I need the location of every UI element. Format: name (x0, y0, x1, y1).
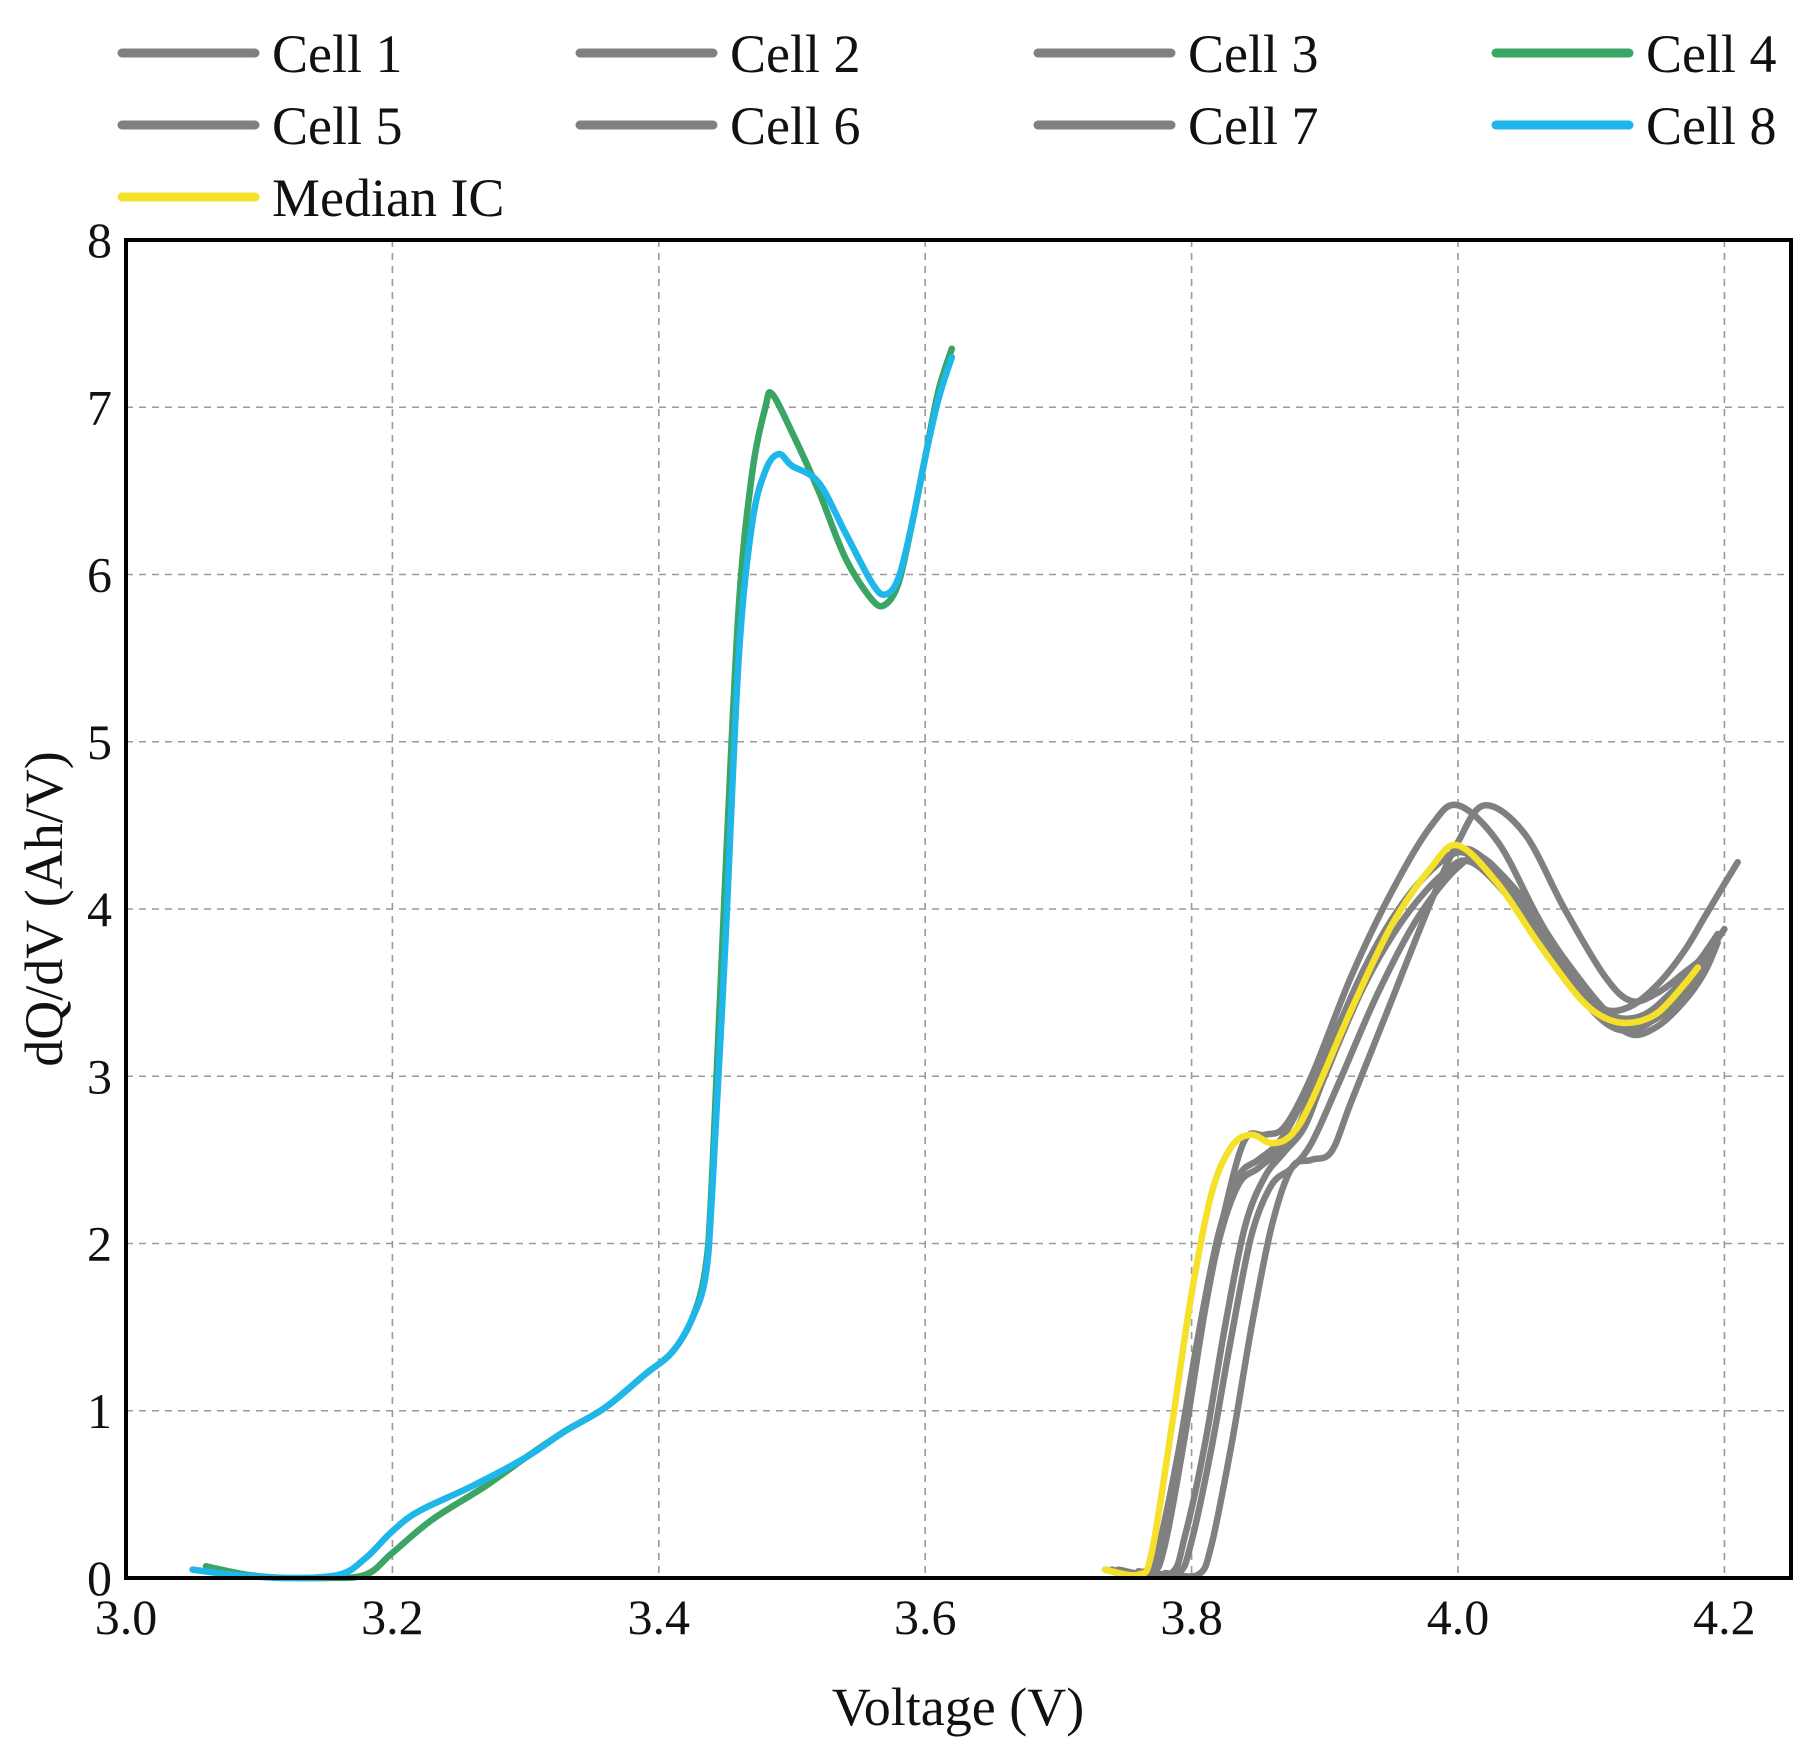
legend-item-cell-5: Cell 5 (117, 96, 403, 156)
series-line-cell-8-0 (189, 353, 956, 1582)
y-tick-label-2: 2 (87, 1216, 112, 1272)
y-tick-label-5: 5 (87, 714, 112, 770)
grid-layer (126, 240, 1791, 1578)
y-tick-label-8: 8 (87, 212, 112, 268)
x-tick-label-3-0: 3.0 (95, 1589, 158, 1645)
x-tick-label-4-0: 4.0 (1427, 1589, 1490, 1645)
legend-item-cell-6: Cell 6 (575, 96, 861, 156)
legend-label-cell-7: Cell 7 (1188, 96, 1319, 156)
y-tick-label-4: 4 (87, 881, 112, 937)
y-tick-label-3: 3 (87, 1048, 112, 1104)
series-cell-6 (1141, 852, 1721, 1579)
legend-item-cell-1: Cell 1 (117, 24, 403, 84)
legend-item-median-ic: Median IC (117, 168, 504, 228)
legend-item-cell-7: Cell 7 (1033, 96, 1319, 156)
y-tick-label-1: 1 (87, 1383, 112, 1439)
series-line-cell-7-0 (1108, 845, 1728, 1579)
x-tick-label-3-8: 3.8 (1160, 1589, 1223, 1645)
tick-layer: 3.0 3.2 3.4 3.6 3.8 4.0 4.2 0 1 2 3 4 5 6 7 8 (87, 212, 1756, 1645)
series-cell-5 (1161, 802, 1721, 1580)
plot-frame (124, 238, 1793, 1580)
legend-label-cell-4: Cell 4 (1646, 24, 1777, 84)
x-tick-label-4-2: 4.2 (1693, 1589, 1756, 1645)
series-line-cell-5-0 (1161, 802, 1721, 1580)
series-cell-7 (1108, 845, 1728, 1579)
x-tick-label-3-2: 3.2 (361, 1589, 424, 1645)
series-layer (189, 345, 1741, 1582)
series-line-median-ic-0 (1101, 841, 1702, 1579)
y-axis-label: dQ/dV (Ah/V) (14, 751, 74, 1066)
legend-item-cell-4: Cell 4 (1491, 24, 1777, 84)
legend-label-cell-1: Cell 1 (272, 24, 403, 84)
series-line-cell-6-0 (1141, 852, 1721, 1579)
legend-label-cell-8: Cell 8 (1646, 96, 1777, 156)
legend-item-cell-2: Cell 2 (575, 24, 861, 84)
y-tick-label-0: 0 (87, 1550, 112, 1606)
legend-item-cell-3: Cell 3 (1033, 24, 1319, 84)
legend: Cell 1 Cell 2 Cell 3 Cell 4 Cell 5 Cell 6 Cell… (117, 24, 1777, 228)
x-axis-label: Voltage (V) (832, 1677, 1084, 1737)
y-tick-label-6: 6 (87, 547, 112, 603)
legend-label-cell-5: Cell 5 (272, 96, 403, 156)
legend-label-median-ic: Median IC (272, 168, 504, 228)
legend-label-cell-2: Cell 2 (730, 24, 861, 84)
legend-label-cell-6: Cell 6 (730, 96, 861, 156)
x-tick-label-3-4: 3.4 (628, 1589, 691, 1645)
x-tick-label-3-6: 3.6 (894, 1589, 957, 1645)
y-tick-label-7: 7 (87, 379, 112, 435)
legend-item-cell-8: Cell 8 (1491, 96, 1777, 156)
series-cell-8 (189, 353, 956, 1582)
series-median-ic (1101, 841, 1702, 1579)
legend-label-cell-3: Cell 3 (1188, 24, 1319, 84)
